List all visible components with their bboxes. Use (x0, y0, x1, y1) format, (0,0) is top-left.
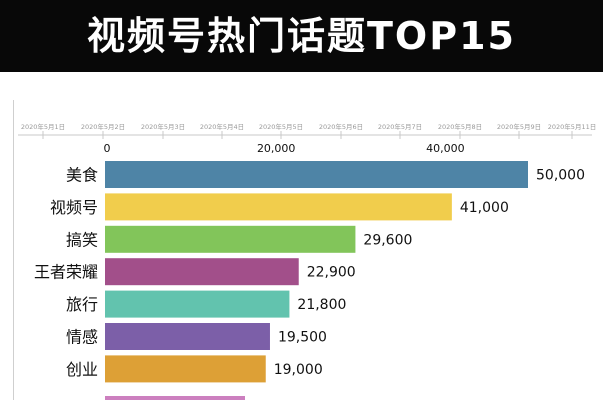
title-bar (0, 0, 603, 72)
value-label: 29,600 (363, 232, 412, 248)
timeline-tick-label: 2020年5月6日 (319, 122, 363, 131)
partial-bar (105, 396, 245, 400)
category-label: 情感 (66, 328, 98, 347)
timeline-tick-label: 2020年5月1日 (21, 122, 65, 131)
timeline-tick-label: 2020年5月8日 (438, 122, 482, 131)
category-label: 搞笑 (66, 230, 98, 249)
bar (105, 193, 452, 221)
category-label: 视频号 (50, 198, 98, 217)
category-label: 旅行 (66, 295, 98, 314)
category-label: 创业 (66, 360, 98, 379)
timeline-tick-label: 2020年5月4日 (200, 122, 244, 131)
x-tick-label: 40,000 (426, 142, 465, 155)
bar (105, 323, 270, 350)
value-label: 50,000 (536, 168, 585, 184)
x-tick-label: 20,000 (257, 142, 296, 155)
value-label: 21,800 (297, 297, 346, 313)
value-label: 19,500 (278, 330, 327, 346)
timeline-tick-label: 2020年5月5日 (259, 122, 303, 131)
chart-title: 视频号热门话题TOP15 (87, 14, 516, 58)
category-label: 王者荣耀 (34, 263, 98, 282)
category-label: 美食 (66, 166, 98, 185)
timeline-tick-label: 2020年5月11日 (548, 122, 596, 131)
bar (105, 225, 356, 253)
bar (105, 355, 266, 383)
timeline-tick-label: 2020年5月3日 (141, 122, 185, 131)
x-tick-label: 0 (104, 142, 111, 155)
chart-frame-line (13, 100, 14, 400)
value-label: 19,000 (274, 362, 323, 378)
timeline-tick-label: 2020年5月2日 (81, 122, 125, 131)
timeline-tick-label: 2020年5月7日 (378, 122, 422, 131)
value-label: 41,000 (460, 200, 509, 216)
bar (105, 258, 299, 286)
timeline-tick-label: 2020年5月9日 (497, 122, 541, 131)
bar (105, 290, 290, 318)
bar (105, 161, 528, 188)
value-label: 22,900 (307, 265, 356, 281)
